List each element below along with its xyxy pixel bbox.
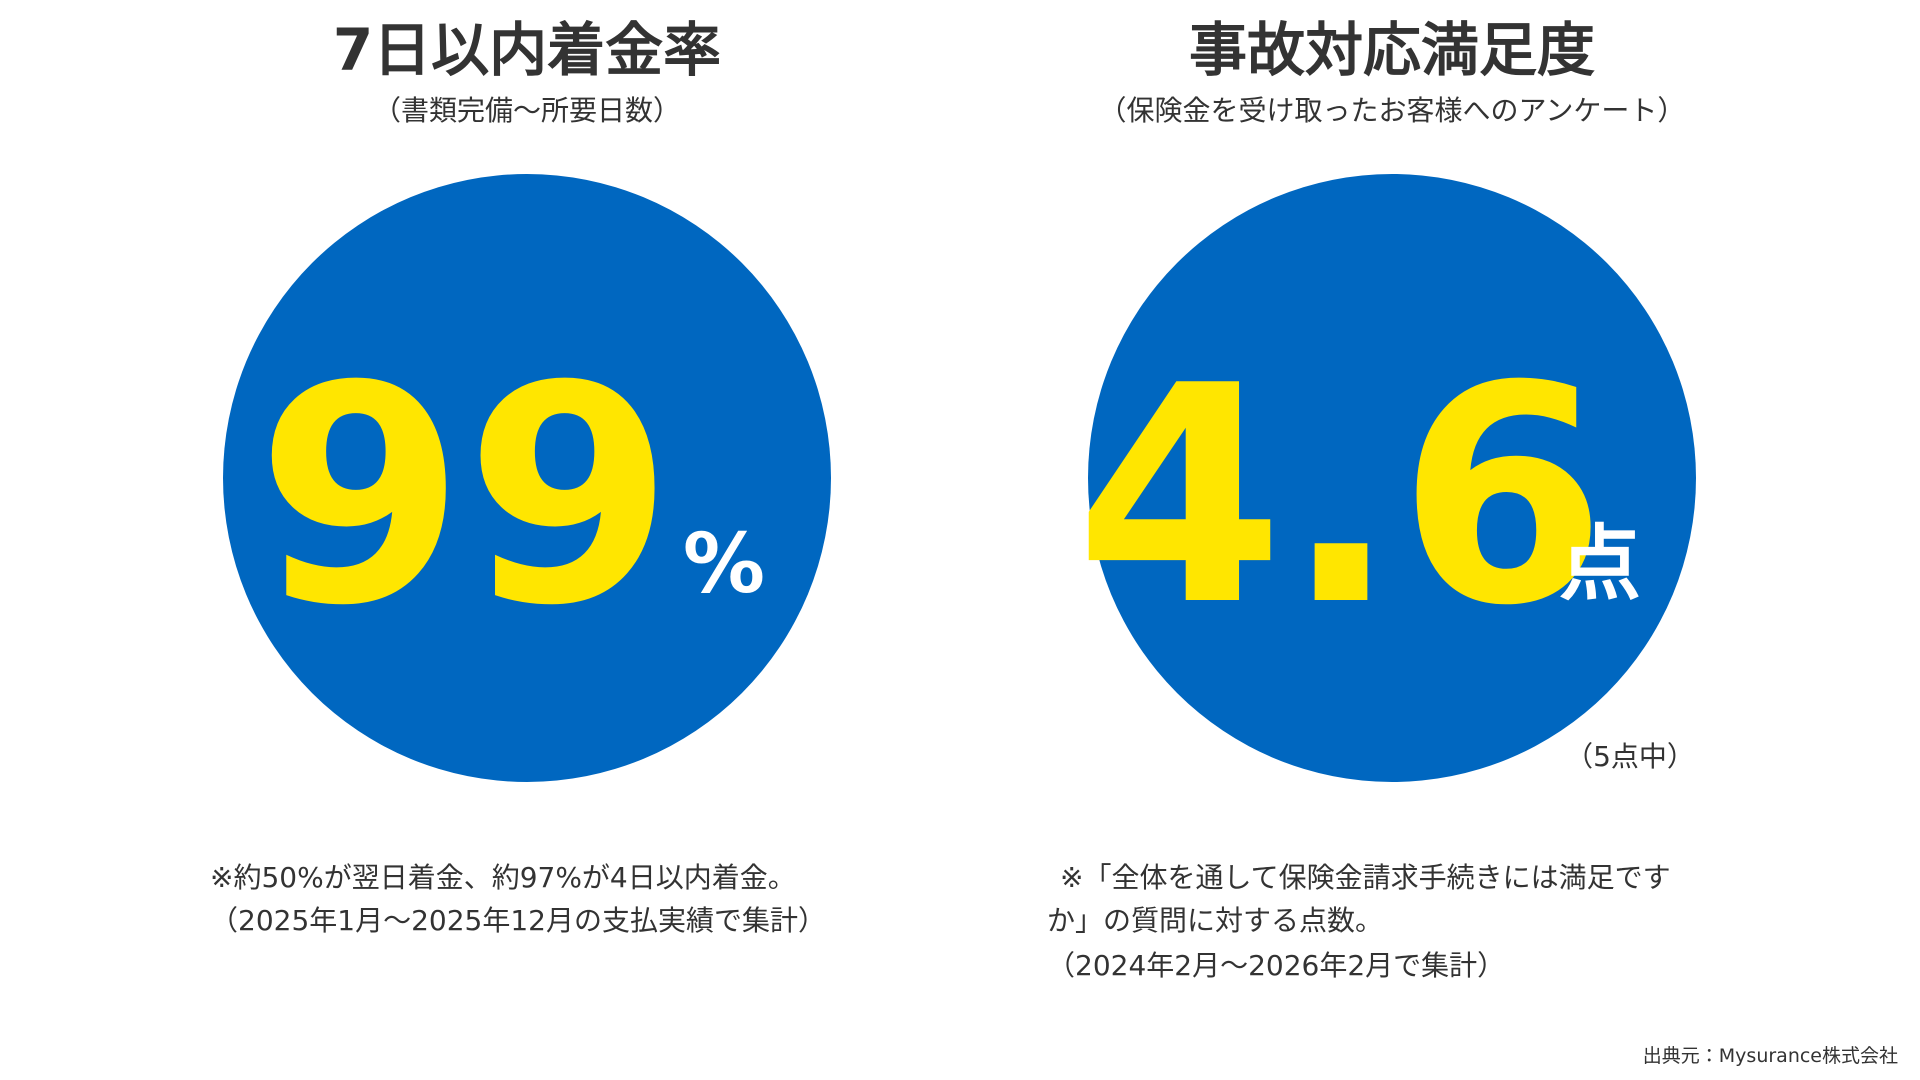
big-value: 99 [256,322,673,671]
panel-title: 事故対応満足度 [1189,16,1595,84]
note: （2025年1月〜2025年12月の支払実績で集計） [210,904,826,937]
circle [223,174,831,782]
source: 出典元：Mysurance株式会社 [1643,1045,1898,1067]
panel-subtitle: （保険金を受け取ったお客様へのアンケート） [1099,94,1686,127]
unit: % [683,517,765,612]
circle [1088,174,1696,782]
big-value: 4.6 [1075,322,1606,671]
note: ※「全体を通して保険金請求手続きには満足です [1060,861,1671,894]
panel-title: 7日以内着金率 [333,16,721,84]
unit: 点 [1559,517,1641,612]
note: （2024年2月〜2026年2月で集計） [1047,949,1505,982]
note: ※約50%が翌日着金、約97%が4日以内着金。 [210,861,796,894]
scale-note: （5点中） [1565,740,1695,773]
panel-subtitle: （書類完備〜所要日数） [373,94,681,127]
note: か」の質問に対する点数。 [1047,904,1383,937]
